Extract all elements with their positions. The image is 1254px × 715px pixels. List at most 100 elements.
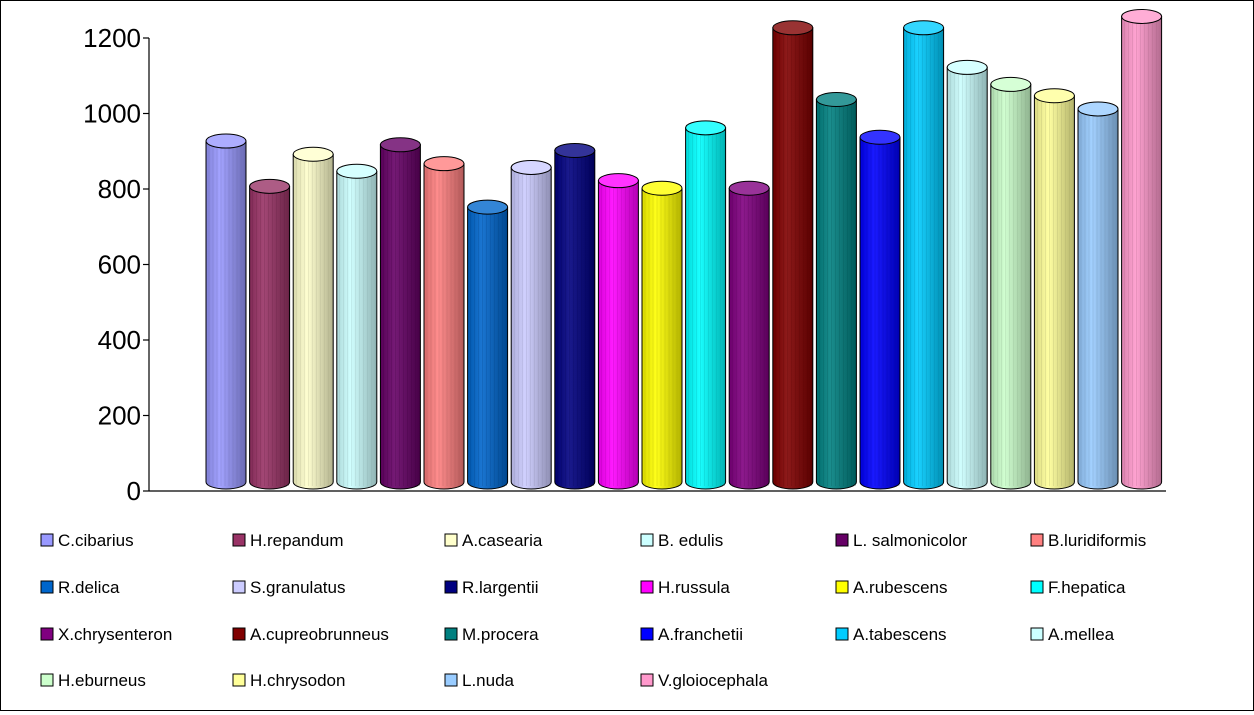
legend-item: F.hepatica — [1030, 578, 1126, 597]
bar-body — [859, 136, 901, 490]
bar — [641, 180, 683, 490]
legend-swatch — [835, 627, 849, 641]
legend-item: B.luridiformis — [1030, 531, 1146, 550]
legend-swatch — [232, 533, 246, 547]
bar-body — [728, 187, 770, 490]
bar-body — [249, 185, 291, 490]
bar — [946, 59, 988, 490]
bar-top — [1033, 88, 1075, 104]
bar — [249, 178, 291, 490]
bar-top — [990, 76, 1032, 92]
bar — [1033, 88, 1075, 490]
legend-label: A.casearia — [462, 531, 543, 550]
bar-top — [423, 156, 465, 172]
bar-top — [554, 142, 596, 158]
bar-top — [772, 20, 814, 36]
bar-body — [423, 163, 465, 490]
bar — [510, 159, 552, 490]
y-axis: 0 200 400 600 800 1000 1200 — [83, 23, 150, 506]
legend-label: A.rubescens — [853, 578, 948, 597]
legend-item: A.cupreobrunneus — [232, 625, 389, 644]
legend-label: C.cibarius — [58, 531, 134, 550]
legend-swatch — [232, 580, 246, 594]
bar — [859, 129, 901, 490]
legend-swatch — [1030, 627, 1044, 641]
y-tick-label: 1200 — [83, 23, 141, 53]
bar — [815, 92, 857, 490]
y-tick-label: 800 — [98, 174, 141, 204]
legend-swatch — [40, 533, 54, 547]
legend-label: V.gloiocephala — [658, 671, 769, 690]
bar-body — [946, 66, 988, 490]
bar-top — [815, 92, 857, 107]
bar — [467, 199, 509, 490]
bar — [597, 173, 639, 490]
legend-item: S.granulatus — [232, 578, 345, 597]
bar-body — [379, 144, 421, 490]
bar-top — [728, 180, 770, 196]
legend-label: H.russula — [658, 578, 730, 597]
legend-label: A.franchetii — [658, 625, 743, 644]
legend-label: A.tabescens — [853, 625, 947, 644]
legend-label: H.eburneus — [58, 671, 146, 690]
bar-body — [1121, 15, 1163, 490]
bar-top — [946, 59, 988, 75]
bar — [990, 76, 1032, 490]
legend-swatch — [232, 627, 246, 641]
bar-top — [510, 159, 552, 175]
legend-label: B. edulis — [658, 531, 723, 550]
bar-body — [336, 170, 378, 490]
legend-swatch — [640, 673, 654, 687]
legend-label: M.procera — [462, 625, 539, 644]
legend-swatch — [640, 580, 654, 594]
bar-top — [903, 20, 945, 36]
bars — [205, 8, 1163, 490]
legend-item: B. edulis — [640, 531, 723, 550]
bar-body — [815, 99, 857, 490]
bar-body — [685, 127, 727, 490]
legend-item: A.mellea — [1030, 625, 1115, 644]
y-tick-label: 1000 — [83, 99, 141, 129]
bar — [423, 156, 465, 490]
legend-label: L.nuda — [462, 671, 515, 690]
bar-top — [597, 173, 639, 189]
legend-item: A.tabescens — [835, 625, 947, 644]
legend-label: L. salmonicolor — [853, 531, 968, 550]
legend-swatch — [40, 673, 54, 687]
legend-swatch — [40, 580, 54, 594]
bar-top — [467, 199, 509, 215]
legend-item: A.casearia — [444, 531, 543, 550]
bar-body — [205, 140, 247, 490]
bar-body — [990, 83, 1032, 490]
y-tick-label: 200 — [98, 401, 141, 431]
bar-body — [903, 27, 945, 490]
legend-item: H.chrysodon — [232, 671, 345, 690]
bar-top — [292, 146, 334, 162]
bar-top — [685, 120, 727, 136]
legend-item: R.delica — [40, 578, 120, 597]
legend-item: A.franchetii — [640, 625, 743, 644]
bar — [903, 20, 945, 490]
legend-swatch — [444, 673, 458, 687]
legend-swatch — [835, 580, 849, 594]
legend-swatch — [835, 533, 849, 547]
bar-top — [249, 178, 291, 194]
legend-swatch — [640, 533, 654, 547]
legend-item: L.nuda — [444, 671, 515, 690]
legend-swatch — [444, 533, 458, 547]
legend-label: F.hepatica — [1048, 578, 1126, 597]
legend-swatch — [1030, 580, 1044, 594]
bar-body — [554, 149, 596, 490]
legend-item: A.rubescens — [835, 578, 948, 597]
bar — [685, 120, 727, 490]
legend-label: X.chrysenteron — [58, 625, 172, 644]
legend-item: H.repandum — [232, 531, 344, 550]
legend-label: B.luridiformis — [1048, 531, 1146, 550]
legend-label: A.cupreobrunneus — [250, 625, 389, 644]
bar-top — [205, 133, 247, 149]
legend-item: M.procera — [444, 625, 539, 644]
legend-swatch — [1030, 533, 1044, 547]
legend-item: H.russula — [640, 578, 730, 597]
legend-label: R.delica — [58, 578, 120, 597]
bar — [772, 20, 814, 490]
